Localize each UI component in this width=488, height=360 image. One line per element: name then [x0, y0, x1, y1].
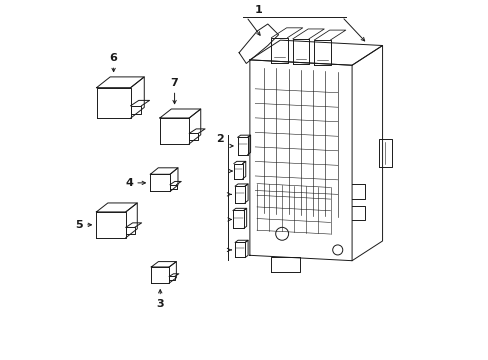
Text: 5: 5 — [75, 220, 82, 230]
Text: 1: 1 — [254, 5, 262, 15]
Text: 7: 7 — [170, 78, 178, 88]
Text: 4: 4 — [125, 178, 133, 188]
Text: 6: 6 — [109, 53, 117, 63]
Text: 3: 3 — [156, 299, 163, 309]
Text: 2: 2 — [216, 134, 224, 144]
